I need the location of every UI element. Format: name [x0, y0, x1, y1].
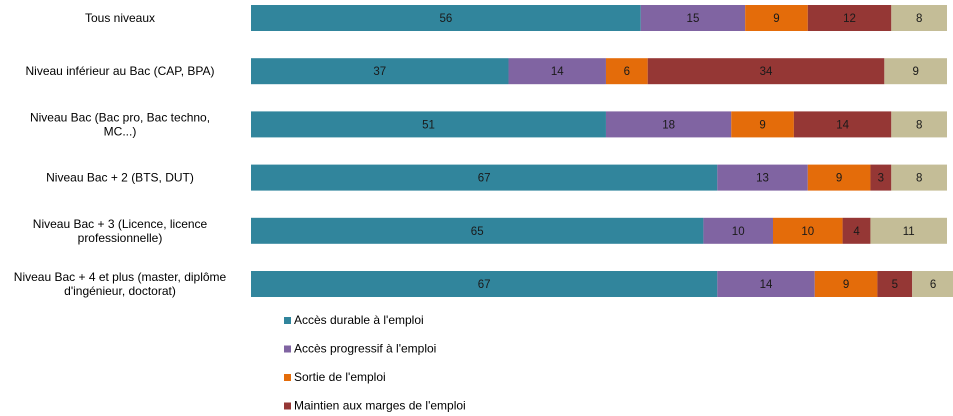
- bar-1-0: [251, 58, 509, 85]
- bar-3-4: [891, 164, 947, 191]
- data-label-4-1: 10: [732, 226, 745, 238]
- category-label-line-2-0: Niveau Bac (Bac pro, Bac techno,: [30, 110, 210, 124]
- data-label-5-0: 67: [478, 279, 491, 291]
- legend-label-3: Maintien aux marges de l'emploi: [294, 399, 466, 413]
- data-label-0-2: 9: [773, 13, 779, 25]
- bar-0-2: [745, 5, 808, 31]
- bar-2-4: [891, 111, 947, 138]
- data-label-1-4: 9: [912, 66, 918, 78]
- legend-label-2: Sortie de l'emploi: [294, 370, 386, 384]
- data-label-4-4: 11: [903, 226, 915, 238]
- bar-4-1: [703, 217, 773, 244]
- data-label-0-4: 8: [916, 13, 922, 25]
- bar-5-0: [251, 271, 718, 297]
- category-labels: Tous niveaux Niveau inférieur au Bac (CAP…: [14, 11, 227, 298]
- category-label-line-3-0: Niveau Bac + 2 (BTS, DUT): [46, 171, 194, 185]
- bar-2-1: [605, 111, 732, 138]
- bars-layer: 56 15 9 12 837 14 6 34 951 18 9 14 867 13 9 3 865 10 10 4 11…: [251, 5, 953, 297]
- bar-0-4: [891, 5, 947, 31]
- data-label-1-3: 34: [760, 66, 773, 78]
- category-label-2: Niveau Bac (Bac pro, Bac techno, MC...): [30, 110, 210, 138]
- category-label-5: Niveau Bac + 4 et plus (master, diplôme d…: [14, 270, 227, 298]
- bar-3-0: [251, 164, 718, 191]
- legend: Accès durable à l'emploi Accès progressif…: [284, 313, 466, 413]
- data-label-1-0: 37: [373, 66, 386, 78]
- legend-swatch-0: [284, 317, 291, 324]
- data-label-3-4: 8: [916, 173, 922, 185]
- category-label-line-2-1: MC...): [104, 124, 137, 138]
- data-label-3-3: 3: [878, 173, 884, 185]
- bar-1-2: [605, 58, 648, 85]
- category-label-4: Niveau Bac + 3 (Licence, licence professi…: [33, 217, 208, 245]
- category-label-line-5-1: d'ingénieur, doctorat): [64, 284, 176, 298]
- bar-4-3: [842, 217, 871, 244]
- category-label-3: Niveau Bac + 2 (BTS, DUT): [46, 171, 194, 185]
- data-label-5-3: 5: [892, 279, 898, 291]
- bar-5-4: [912, 271, 953, 297]
- data-label-3-0: 67: [478, 173, 491, 185]
- legend-label-1: Accès progressif à l'emploi: [294, 342, 436, 356]
- category-label-line-4-1: professionnelle): [78, 231, 163, 245]
- bar-3-2: [807, 164, 871, 191]
- legend-label-0: Accès durable à l'emploi: [294, 313, 424, 327]
- bar-4-0: [251, 217, 704, 244]
- data-label-4-3: 4: [853, 226, 860, 238]
- category-label-0: Tous niveaux: [85, 11, 155, 25]
- legend-swatch-3: [284, 402, 291, 410]
- bar-0-1: [640, 5, 746, 31]
- category-label-line-0-0: Tous niveaux: [85, 11, 155, 25]
- bar-2-3: [793, 111, 892, 138]
- bar-2-2: [731, 111, 794, 138]
- data-label-2-0: 51: [422, 119, 435, 131]
- data-label-3-1: 13: [756, 173, 769, 185]
- bar-2-0: [251, 111, 606, 138]
- data-label-0-3: 12: [843, 13, 856, 25]
- data-label-5-4: 6: [930, 279, 936, 291]
- bar-1-3: [647, 58, 885, 85]
- category-label-1: Niveau inférieur au Bac (CAP, BPA): [26, 64, 215, 78]
- data-label-1-1: 14: [551, 66, 564, 78]
- data-label-2-3: 14: [836, 119, 849, 131]
- bar-3-3: [870, 164, 892, 191]
- data-label-0-0: 56: [439, 13, 452, 25]
- data-label-2-2: 9: [759, 119, 765, 131]
- bar-5-2: [814, 271, 878, 297]
- bar-5-3: [877, 271, 913, 297]
- data-label-5-2: 9: [843, 279, 849, 291]
- bar-3-1: [717, 164, 808, 191]
- data-label-3-2: 9: [836, 173, 842, 185]
- bar-1-4: [884, 58, 947, 85]
- legend-swatch-1: [284, 345, 291, 353]
- category-label-line-4-0: Niveau Bac + 3 (Licence, licence: [33, 217, 208, 231]
- bar-1-1: [508, 58, 606, 85]
- bar-5-1: [717, 271, 815, 297]
- bar-0-3: [807, 5, 892, 31]
- legend-swatch-2: [284, 374, 291, 381]
- bar-4-4: [870, 217, 947, 244]
- data-label-2-1: 18: [662, 119, 675, 131]
- bar-0-0: [251, 5, 641, 31]
- data-label-2-4: 8: [916, 119, 922, 131]
- bar-4-2: [773, 217, 843, 244]
- data-label-0-1: 15: [687, 13, 700, 25]
- category-label-line-5-0: Niveau Bac + 4 et plus (master, diplôme: [14, 270, 227, 284]
- category-label-line-1-0: Niveau inférieur au Bac (CAP, BPA): [26, 64, 215, 78]
- data-label-1-2: 6: [624, 66, 630, 78]
- data-label-4-2: 10: [801, 226, 814, 238]
- data-label-4-0: 65: [471, 226, 484, 238]
- data-label-5-1: 14: [760, 279, 773, 291]
